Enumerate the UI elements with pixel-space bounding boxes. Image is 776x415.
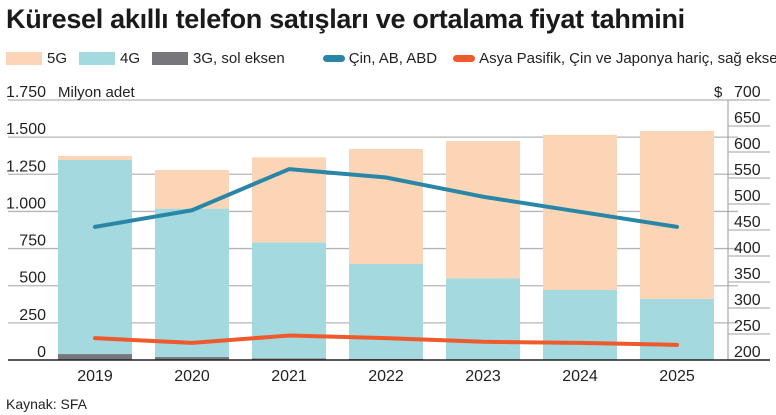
left-tick-label: 0 bbox=[37, 344, 46, 361]
legend-item-5g: 5G bbox=[6, 50, 67, 67]
bar-4g-2023 bbox=[446, 278, 520, 360]
right-tick-label: 350 bbox=[734, 266, 761, 283]
right-tick-label: 500 bbox=[734, 188, 761, 205]
left-tick-label: 1.500 bbox=[6, 121, 46, 138]
right-tick-label: 450 bbox=[734, 214, 761, 231]
right-tick-label: 400 bbox=[734, 240, 761, 257]
x-tick-label: 2025 bbox=[659, 368, 695, 385]
legend-label-3g: 3G, sol eksen bbox=[193, 50, 285, 67]
bar-5g-2019 bbox=[58, 156, 132, 161]
right-tick-label: 550 bbox=[734, 162, 761, 179]
source-note: Kaynak: SFA bbox=[6, 396, 87, 412]
x-tick-label: 2021 bbox=[271, 368, 307, 385]
bar-4g-2022 bbox=[349, 264, 423, 359]
legend-line-asya-pasifik bbox=[453, 55, 476, 62]
bar-4g-2025 bbox=[640, 298, 714, 360]
bar-5g-2023 bbox=[446, 141, 520, 279]
x-tick-label: 2020 bbox=[174, 368, 210, 385]
legend-item-asya-pasifik: Asya Pasifik, Çin ve Japonya hariç, sağ … bbox=[453, 50, 776, 67]
legend-swatch-5g bbox=[6, 52, 42, 65]
legend: 5G 4G 3G, sol eksen Çin, AB, ABD Asya Pa… bbox=[6, 50, 776, 67]
right-tick-label: 200 bbox=[734, 344, 761, 361]
left-tick-label: 500 bbox=[19, 270, 46, 287]
legend-label-4g: 4G bbox=[120, 50, 141, 67]
bar-4g-2021 bbox=[252, 242, 326, 359]
left-axis-label: Milyon adet bbox=[58, 84, 136, 101]
legend-line-cin-ab-abd bbox=[322, 55, 345, 62]
bar-5g-2025 bbox=[640, 130, 714, 299]
bar-4g-2020 bbox=[155, 208, 229, 358]
right-tick-label: 300 bbox=[734, 292, 761, 309]
right-tick-label: 700 bbox=[734, 84, 761, 101]
legend-label-cin-ab-abd: Çin, AB, ABD bbox=[348, 50, 438, 67]
legend-label-5g: 5G bbox=[47, 50, 68, 67]
right-tick-label: 650 bbox=[734, 110, 761, 127]
bar-3g-2019 bbox=[58, 354, 132, 360]
legend-label-asya-pasifik: Asya Pasifik, Çin ve Japonya hariç, sağ … bbox=[479, 50, 776, 67]
bar-3g-2021 bbox=[252, 358, 326, 360]
legend-swatch-4g bbox=[79, 52, 116, 65]
x-tick-label: 2023 bbox=[465, 368, 501, 385]
legend-item-4g: 4G bbox=[79, 50, 140, 67]
legend-item-3g: 3G, sol eksen bbox=[152, 50, 285, 67]
left-tick-label: 1.250 bbox=[6, 158, 46, 175]
legend-swatch-3g bbox=[152, 52, 189, 65]
x-tick-label: 2024 bbox=[562, 368, 598, 385]
bar-4g-2019 bbox=[58, 160, 132, 355]
left-tick-label: 250 bbox=[19, 307, 46, 324]
x-tick-label: 2019 bbox=[77, 368, 113, 385]
bar-5g-2022 bbox=[349, 149, 423, 265]
chart-title: Küresel akıllı telefon satışları ve orta… bbox=[6, 4, 685, 34]
x-tick-label: 2022 bbox=[368, 368, 404, 385]
left-tick-label: 750 bbox=[19, 233, 46, 250]
bar-5g-2020 bbox=[155, 169, 229, 209]
right-axis-label: $ bbox=[714, 84, 723, 101]
right-tick-label: 250 bbox=[734, 318, 761, 335]
right-tick-label: 600 bbox=[734, 136, 761, 153]
bar-4g-2024 bbox=[543, 290, 617, 360]
bar-3g-2020 bbox=[155, 357, 229, 360]
legend-item-cin-ab-abd: Çin, AB, ABD bbox=[322, 50, 438, 67]
left-tick-label: 1.000 bbox=[6, 195, 46, 212]
left-tick-label: 1.750 bbox=[6, 84, 46, 101]
